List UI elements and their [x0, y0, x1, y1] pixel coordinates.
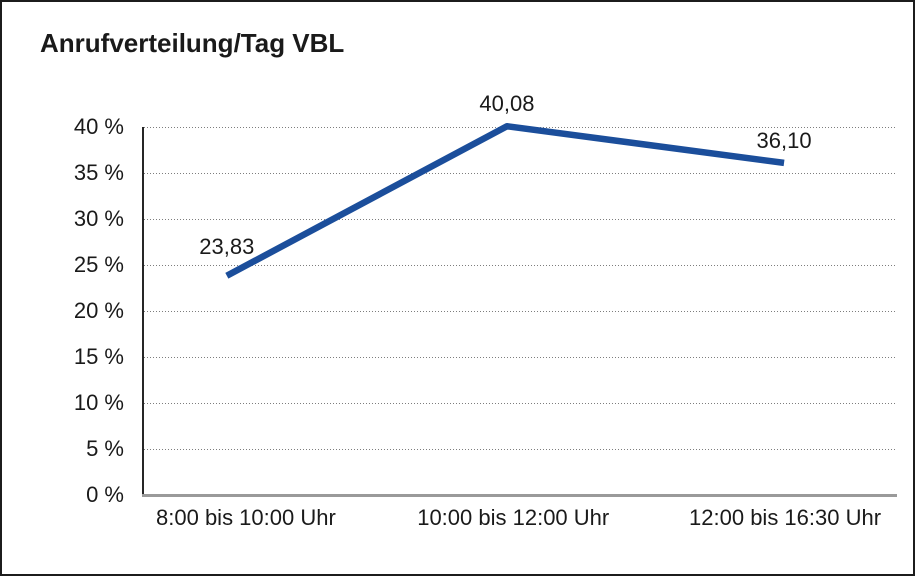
x-axis-labels: 8:00 bis 10:00 Uhr 10:00 bis 12:00 Uhr 12:…: [142, 505, 895, 535]
y-axis-tick-label: 5 %: [86, 436, 124, 461]
gridline: [144, 311, 897, 312]
gridline: [144, 357, 897, 358]
x-axis-line: [142, 494, 897, 497]
x-axis-category-label: 10:00 bis 12:00 Uhr: [417, 505, 610, 530]
y-axis-tick-label: 35 %: [73, 160, 124, 185]
data-point-value-label: 23,83: [199, 233, 255, 259]
data-line: [225, 123, 785, 279]
y-axis-tick-label: 20 %: [73, 298, 124, 323]
y-axis-tick-label: 10 %: [73, 390, 124, 415]
y-axis-tick-label: 25 %: [73, 252, 124, 277]
gridline: [144, 449, 897, 450]
chart-title: Anrufverteilung/Tag VBL: [40, 28, 345, 58]
y-axis-tick-label: 30 %: [73, 206, 124, 231]
plot-area: 23,83 40,08 36,10: [142, 93, 897, 497]
data-point-value-label: 40,08: [479, 91, 535, 117]
gridline: [144, 173, 897, 174]
data-point-value-label: 36,10: [756, 127, 812, 153]
gridline: [144, 403, 897, 404]
gridline: [144, 219, 897, 220]
y-axis-labels: 0 % 5 % 10 % 15 % 20 % 25 % 30 % 35 % 40 %: [2, 116, 127, 506]
y-axis-tick-label: 0 %: [86, 482, 124, 507]
y-axis-tick-label: 15 %: [73, 344, 124, 369]
y-axis-tick-label: 40 %: [73, 114, 124, 139]
x-axis-category-label: 12:00 bis 16:30 Uhr: [689, 505, 882, 530]
line-series-layer: [225, 123, 785, 279]
x-axis-category-label: 8:00 bis 10:00 Uhr: [156, 505, 336, 530]
gridline: [144, 265, 897, 266]
